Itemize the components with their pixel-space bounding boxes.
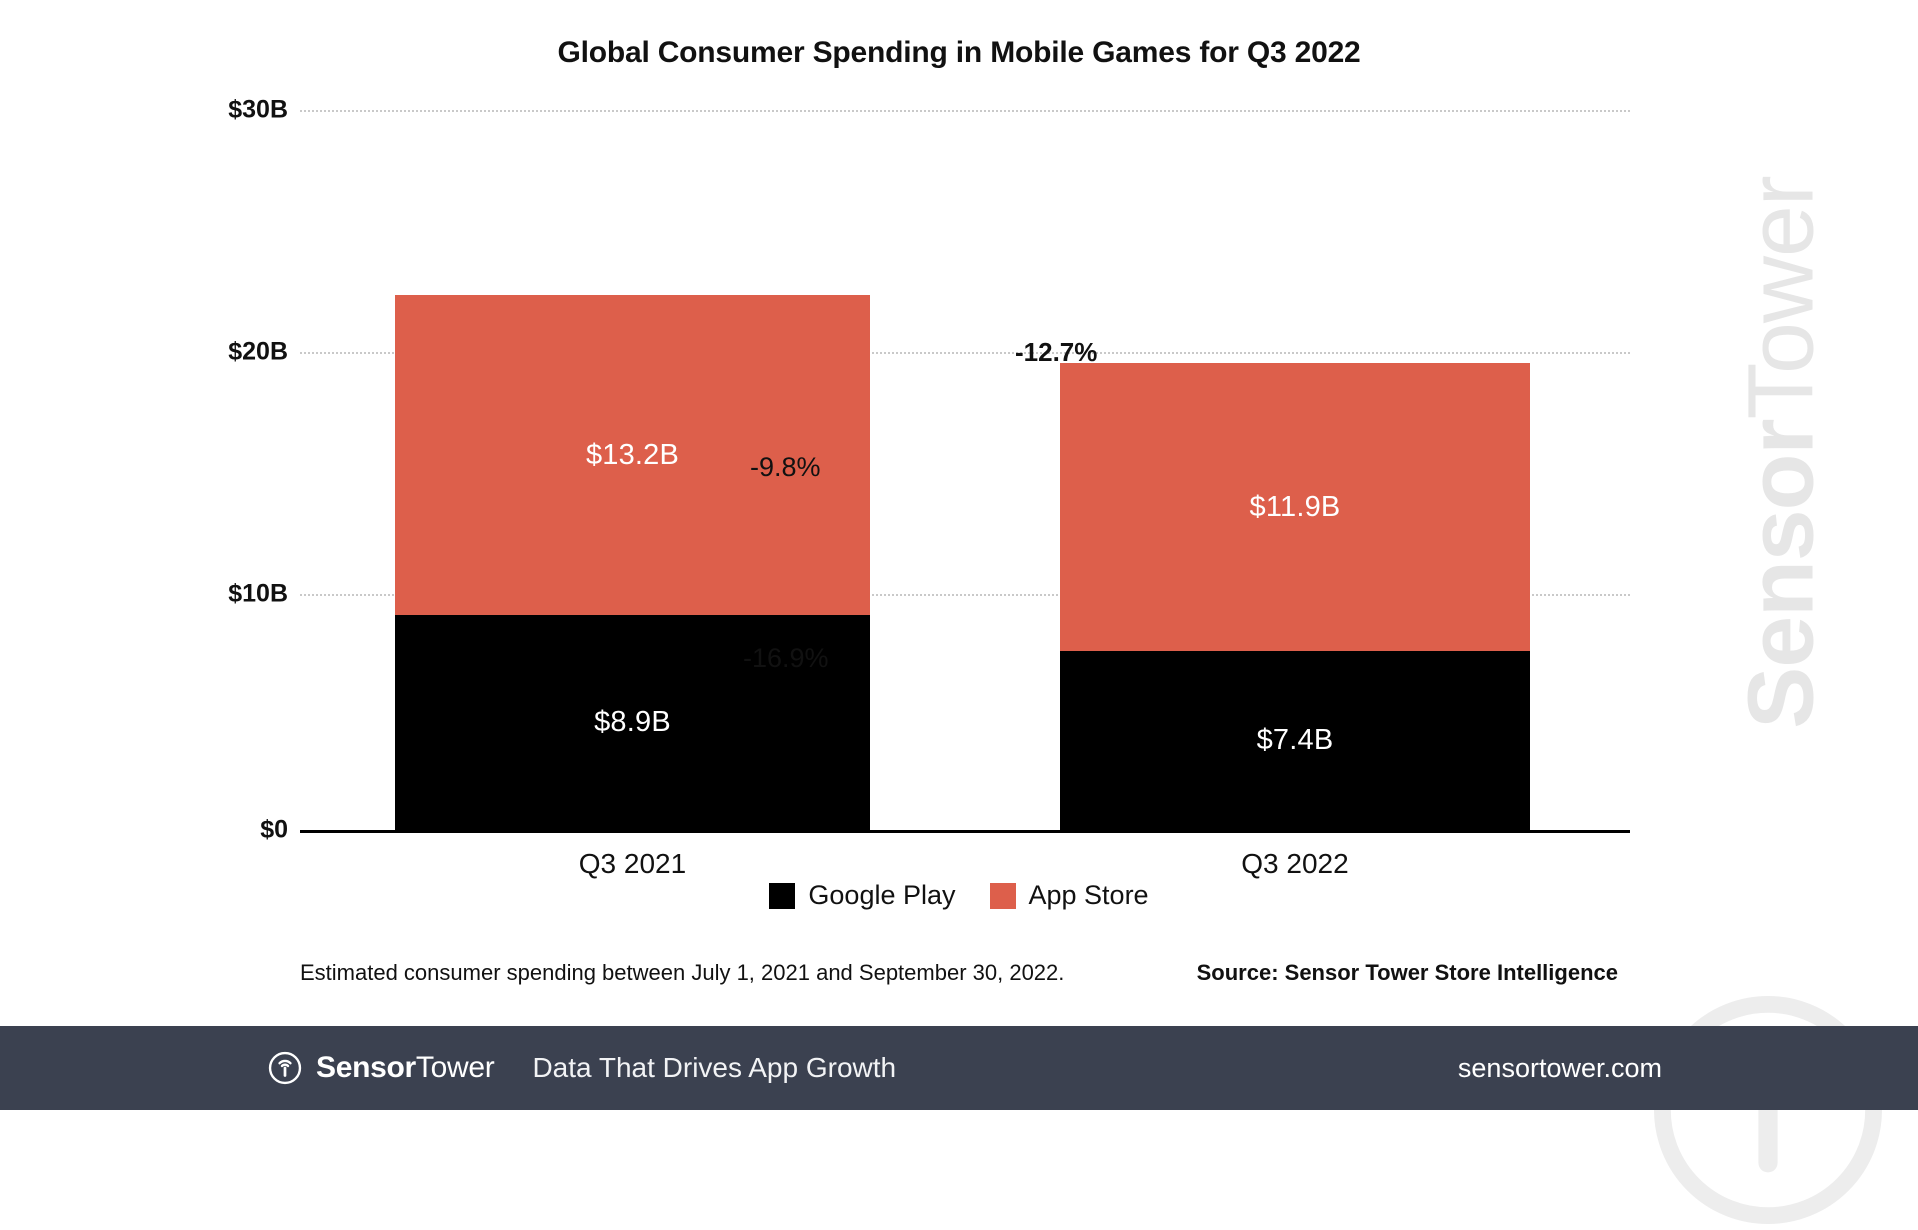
watermark-bold-text: Sensor — [1728, 418, 1833, 729]
footer-brand-bold-text: Sensor — [316, 1051, 416, 1084]
plot-area: $30B $20B $10B $0 $8.9B $13.2B $7.4B — [228, 96, 1640, 879]
sensor-tower-watermark: SensorTower — [1656, 92, 1906, 812]
chart-footnote: Estimated consumer spending between July… — [300, 960, 1065, 985]
y-axis-tick-30b: $30B — [228, 95, 288, 124]
bar-segment-google-play-q3-2022[interactable]: $7.4B — [1060, 651, 1530, 830]
y-axis-tick-20b: $20B — [228, 337, 288, 366]
bar-segment-google-play-q3-2021[interactable]: $8.9B — [395, 615, 870, 830]
bar-value-label-app-store-q3-2021: $13.2B — [585, 438, 680, 471]
annotation-total-change: -12.7% — [1015, 337, 1098, 367]
x-axis-line — [300, 830, 1630, 833]
watermark-regular-text: Tower — [1728, 175, 1833, 419]
footer-tagline: Data That Drives App Growth — [532, 1052, 897, 1083]
chart-page: SensorTower Global Consumer Spending in … — [0, 36, 1918, 1224]
sensor-tower-logo-icon — [268, 1051, 302, 1085]
footer-left-group: SensorTower Data That Drives App Growth — [268, 1051, 896, 1085]
bar-value-label-app-store-q3-2022: $11.9B — [1249, 490, 1341, 523]
y-axis-tick-0: $0 — [260, 815, 288, 844]
legend-swatch-google-play-icon — [769, 882, 796, 909]
bar-group-q3-2021[interactable]: $8.9B $13.2B — [395, 295, 870, 830]
bar-segment-app-store-q3-2021[interactable]: $13.2B — [395, 295, 870, 615]
bar-value-label-google-play-q3-2021: $8.9B — [594, 706, 671, 738]
footer-brand-wordmark: SensorTower — [316, 1051, 495, 1085]
footer-brand-regular-text: Tower — [415, 1051, 495, 1084]
gridline-20b — [300, 352, 1630, 354]
footer-brand[interactable]: SensorTower — [268, 1051, 495, 1085]
watermark-wordmark: SensorTower — [1728, 176, 1835, 728]
bar-segment-app-store-q3-2022[interactable]: $11.9B — [1060, 363, 1530, 651]
x-axis-tick-q3-2022: Q3 2022 — [1241, 848, 1349, 879]
gridline-30b — [300, 110, 1630, 112]
footer-bar: SensorTower Data That Drives App Growth … — [0, 1026, 1918, 1110]
legend-label-google-play: Google Play — [808, 880, 956, 910]
annotation-google-play-change: -16.9% — [743, 643, 829, 673]
chart-title: Global Consumer Spending in Mobile Games… — [557, 36, 1361, 69]
gridline-10b — [300, 594, 1630, 596]
legend-item-google-play[interactable]: Google Play — [769, 880, 956, 911]
x-axis-tick-q3-2021: Q3 2021 — [578, 848, 687, 879]
footer-website[interactable]: sensortower.com — [1457, 1052, 1662, 1083]
y-axis-tick-10b: $10B — [228, 579, 288, 608]
legend-label-app-store: App Store — [1028, 880, 1149, 910]
legend-item-app-store[interactable]: App Store — [989, 880, 1149, 911]
bar-group-q3-2022[interactable]: $7.4B $11.9B — [1060, 363, 1530, 830]
chart-legend: Google Play App Store — [0, 880, 1918, 911]
annotation-app-store-change: -9.8% — [750, 452, 821, 482]
legend-swatch-app-store-icon — [989, 882, 1016, 909]
bar-value-label-google-play-q3-2022: $7.4B — [1256, 724, 1334, 756]
chart-source: Source: Sensor Tower Store Intelligence — [1196, 960, 1618, 985]
